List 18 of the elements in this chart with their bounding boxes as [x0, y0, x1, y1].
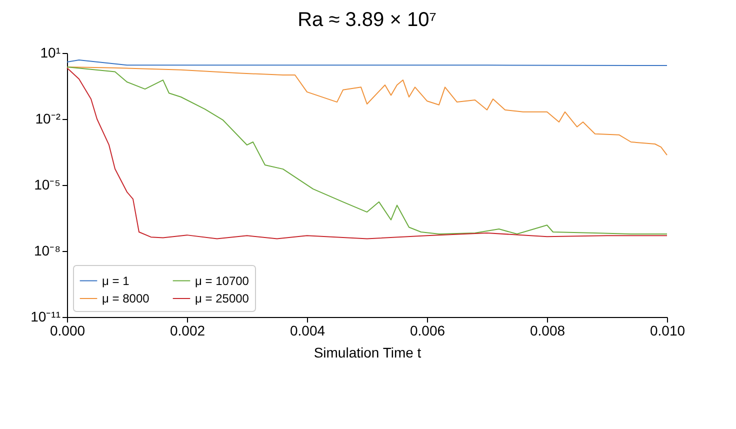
- x-tick-label: 0.000: [50, 322, 86, 338]
- x-tick-label: 0.008: [530, 322, 566, 338]
- x-tick-label: 0.006: [410, 322, 446, 338]
- chart-title: Ra ≈ 3.89 × 10⁷: [298, 9, 436, 31]
- x-tick-label: 0.002: [170, 322, 206, 338]
- y-tick-label: 10⁻²: [35, 110, 61, 126]
- legend-label: μ = 1: [102, 274, 130, 288]
- x-tick-label: 0.004: [290, 322, 326, 338]
- y-tick-label: 10⁻⁸: [34, 242, 61, 258]
- y-tick-label: 10⁻¹¹: [30, 308, 61, 324]
- y-tick-label: 10⁻⁵: [34, 176, 60, 192]
- legend-label: μ = 8000: [102, 292, 150, 306]
- x-tick-label: 0.010: [650, 322, 686, 338]
- legend-label: μ = 10700: [195, 274, 250, 288]
- legend-label: μ = 25000: [195, 292, 250, 306]
- y-tick-label: 10¹: [40, 44, 61, 60]
- line-series: [66, 66, 668, 156]
- x-axis-title: Simulation Time t: [314, 344, 422, 360]
